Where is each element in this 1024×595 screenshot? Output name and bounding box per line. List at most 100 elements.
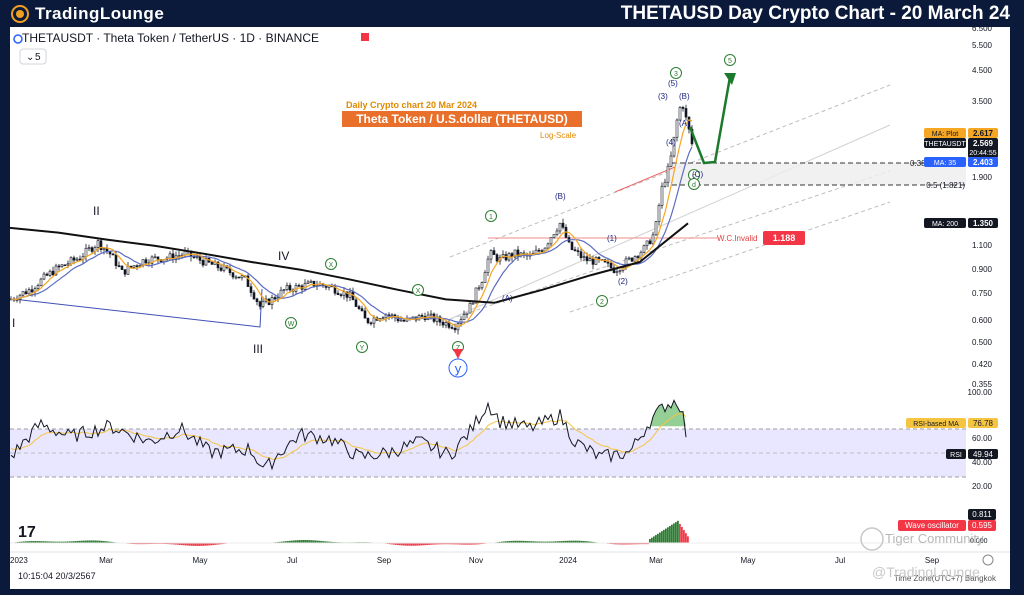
wave-circle [325,258,337,270]
wo-bar [557,541,559,543]
wo-bar [67,541,69,543]
price-tag-label-bg [924,218,966,228]
candle-body [78,258,82,261]
wo-bar [649,539,651,543]
wo-bar [459,543,461,545]
watermark-tiger: Tiger Community [885,531,984,546]
wo-bar [523,540,525,543]
log-scale-label: Log-Scale [540,131,577,140]
wave-ii: II [93,204,100,218]
candle-body [63,264,67,267]
candle-body [306,281,310,284]
wo-bar [415,543,417,546]
wo-bar [509,540,511,543]
wo-bar [109,541,111,543]
settings-icon[interactable] [982,554,994,566]
wo-bar [143,543,145,545]
wo-bar [625,543,627,545]
chart-panel[interactable]: THETAUSDT · Theta Token / TetherUS · 1D … [9,24,1010,589]
price-tag-value: 1.350 [973,219,994,228]
wo-bar [457,543,459,545]
candle-body [195,256,199,258]
wo-bar [465,543,467,545]
candle-body [594,257,598,265]
wo-bar [667,527,669,543]
wave-circle [596,295,608,307]
indicator-toggle[interactable] [19,48,47,65]
candle-body [456,323,460,331]
low-arrow-icon [453,349,463,359]
candle-body [573,249,577,251]
wo-bar [417,543,419,546]
wo-bar [589,541,591,543]
wo-bar [29,541,31,543]
candle-body [240,275,244,279]
candle-body [168,253,172,259]
wo-bar [681,527,683,543]
candle-body [36,285,40,289]
candle-body [672,136,676,157]
wo-bar [37,541,39,543]
wo-bar [679,523,681,543]
wo-bar [673,523,675,543]
wo-bar [669,526,671,543]
time-axis[interactable]: 2023 Mar May Jul Sep Nov 2024 Mar May Jul Sep [10,556,940,565]
wo-bar [535,541,537,543]
wo-bar [533,541,535,543]
candle-body [666,165,670,183]
candle-body [72,257,76,261]
chart-svg[interactable]: THETAUSDT · Theta Token / TetherUS · 1D … [9,24,1010,589]
wo-bar [23,541,25,543]
candle-body [201,260,205,266]
candle-body [156,256,160,260]
wo-bar [463,543,465,545]
wo-bar [435,543,437,545]
wo-bar [663,529,665,543]
candle-body [309,280,313,283]
price-axis[interactable]: 6.500 5.500 4.500 3.500 1.900 1.100 0.900 0.750… [972,24,993,389]
wo-bar [177,543,179,545]
wo-bar [45,541,47,543]
wo-bar [585,541,587,543]
price-tag-label: MA: 200 [932,221,958,228]
wo-bar [591,541,593,543]
wo-bar [111,541,113,543]
wo-bar [467,543,469,545]
candle-body [477,287,481,290]
timezone-label[interactable]: Time Zone(UTC+7) Bangkok [894,574,997,583]
price-tick: 6.500 [972,27,993,33]
candle-body [429,313,433,316]
wo-bar [421,543,423,546]
wave-label-circled: Z [456,345,461,352]
wo-bar [57,541,59,543]
wo-bar [511,540,513,543]
wo-bar [69,541,71,543]
candle-body [135,265,139,267]
wo-bar [425,543,427,546]
time-tick: May [740,556,755,565]
price-tick: 3.500 [972,97,993,106]
candle-body [51,270,55,276]
wave-circle [670,67,682,79]
candle-body [591,258,595,265]
wo-bar [309,540,311,543]
wo-bar [501,541,503,543]
wo-bar [147,543,149,545]
wo-bar [211,543,213,546]
candle-body [231,272,235,278]
wo-bar [471,543,473,545]
flag-icon[interactable] [361,33,369,41]
candle-body [24,291,28,295]
symbol-title: THETAUSDT · Theta Token / TetherUS · 1D … [22,31,319,45]
wo-bar [633,543,635,545]
candle-body [684,108,688,118]
rsi-ma-tag [906,418,966,428]
wave-4: (4) [666,138,676,147]
wo-bar [543,541,545,543]
candle-body [123,269,127,275]
wo-bar [461,543,463,545]
wo-bar [539,541,541,543]
wo-bar [47,541,49,543]
wave-a2: (A) [679,119,690,128]
